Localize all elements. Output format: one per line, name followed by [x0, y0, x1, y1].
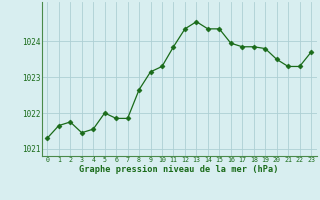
X-axis label: Graphe pression niveau de la mer (hPa): Graphe pression niveau de la mer (hPa) — [79, 165, 279, 174]
